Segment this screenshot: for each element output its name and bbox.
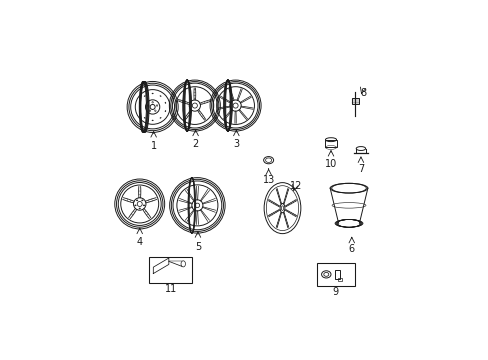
Bar (351, 98, 358, 104)
Text: 11: 11 (164, 284, 177, 294)
Bar (325, 140, 336, 148)
Text: 10: 10 (324, 159, 336, 169)
Text: 8: 8 (360, 87, 366, 98)
Text: 6: 6 (348, 244, 354, 254)
Bar (317, 263, 354, 286)
Bar (149, 257, 192, 283)
Text: 9: 9 (332, 287, 338, 297)
Text: 4: 4 (136, 237, 142, 247)
Text: 3: 3 (233, 139, 239, 149)
Bar (334, 270, 340, 279)
Text: 12: 12 (290, 181, 302, 192)
Text: 13: 13 (262, 175, 274, 185)
Text: 7: 7 (357, 164, 364, 174)
Text: 2: 2 (192, 139, 198, 149)
Text: 5: 5 (194, 242, 201, 252)
Text: 1: 1 (150, 141, 156, 150)
Bar (338, 278, 341, 281)
